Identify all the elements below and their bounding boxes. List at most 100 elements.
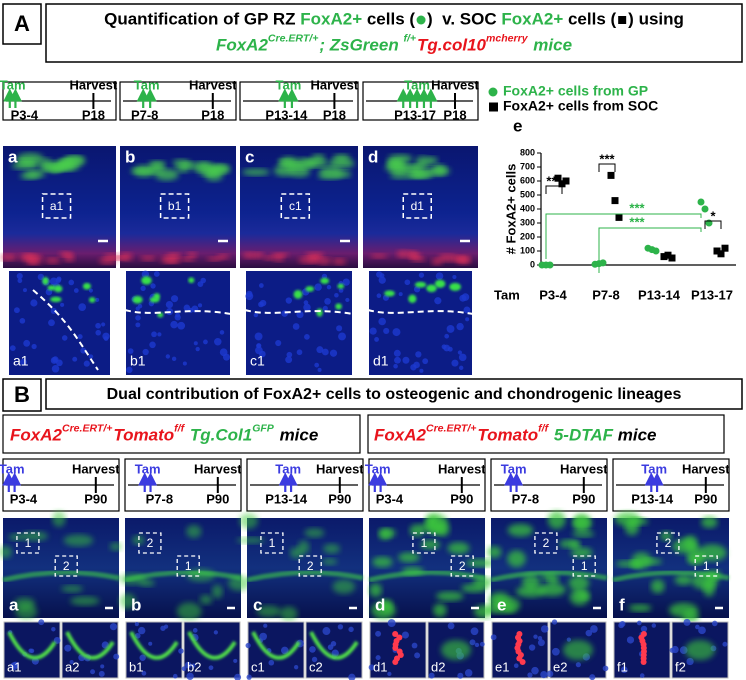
nucleus (566, 637, 571, 642)
text-run: mice (275, 425, 318, 444)
text-run: Quantification of GP RZ (104, 9, 300, 28)
nucleus (404, 279, 411, 286)
inset-marker-label: a1 (50, 199, 64, 213)
green-fiber (65, 631, 115, 660)
y-tick-label: 100 (520, 245, 535, 255)
green-signal (109, 542, 122, 551)
image-label: e (497, 595, 506, 614)
image-label: a (9, 595, 19, 614)
nucleus (329, 349, 338, 357)
inset-label: f2 (675, 659, 686, 674)
red-signal (206, 256, 223, 262)
text-line: FoxA2 Cre.ERT/+ Tomato f/f 5-DTAF mice (374, 423, 657, 445)
nucleus (456, 322, 464, 331)
nucleus (171, 356, 177, 362)
panel-label: e (513, 116, 522, 135)
green-signal (39, 158, 53, 171)
nucleus (490, 634, 497, 641)
nucleus (337, 624, 344, 630)
nucleus (60, 302, 65, 307)
panel-title: Dual contribution of FoxA2+ cells to ost… (107, 386, 682, 403)
green-signal (211, 584, 223, 599)
significance-bracket (598, 163, 616, 172)
green-signal (132, 535, 145, 545)
nucleus (29, 648, 35, 654)
nucleus (317, 367, 322, 372)
inset-marker-label: d1 (411, 199, 425, 213)
nucleus (311, 656, 318, 663)
image-label: f (619, 595, 625, 614)
green-signal (279, 606, 298, 621)
nucleus (316, 346, 324, 354)
green-signal (685, 640, 715, 660)
nucleus (382, 294, 389, 301)
title-box (45, 378, 743, 410)
green-signal (436, 591, 464, 601)
red-signal (98, 257, 117, 265)
y-tick-label: 600 (520, 175, 535, 185)
nucleus (479, 641, 485, 647)
nucleus (334, 292, 339, 298)
nucleus (695, 624, 700, 630)
green-signal (387, 160, 403, 169)
growth-plate-border (32, 289, 99, 371)
nucleus (394, 356, 401, 364)
inset-label: a1 (7, 659, 21, 674)
nucleus (428, 672, 435, 679)
inset-marker-label: 1 (581, 559, 588, 573)
nucleus (182, 361, 187, 366)
red-cell (519, 659, 526, 665)
nucleus (37, 273, 45, 281)
text-run: FoxA2 (10, 425, 63, 444)
red-signal (0, 254, 17, 261)
nucleus (322, 305, 328, 311)
nucleus (451, 359, 459, 367)
green-signal (573, 514, 590, 530)
nucleus (422, 358, 429, 365)
harvest-time: P18 (323, 107, 346, 122)
inset-marker (138, 532, 162, 554)
nucleus (101, 641, 109, 649)
inset-marker (534, 532, 558, 554)
inset-marker-label: 2 (543, 536, 550, 550)
data-point (668, 254, 676, 262)
label-box (2, 3, 42, 45)
nucleus (191, 663, 196, 668)
inset-marker (41, 193, 72, 219)
nucleus (200, 277, 206, 284)
nucleus (137, 626, 146, 635)
nucleus (314, 362, 320, 368)
y-tick-label: 700 (520, 161, 535, 171)
nucleus (170, 320, 178, 329)
nucleus (639, 673, 645, 678)
green-cell (54, 285, 63, 293)
green-signal (683, 535, 698, 550)
nucleus (19, 318, 26, 324)
red-cell (397, 652, 404, 658)
nucleus (589, 674, 596, 680)
x-tick-label: P7-8 (592, 287, 619, 302)
red-cell (640, 659, 647, 665)
green-signal (697, 544, 727, 562)
nucleus (447, 622, 455, 630)
inset-marker-label: 2 (147, 536, 154, 550)
significance-bracket (598, 227, 702, 273)
green-signal (133, 165, 155, 177)
nucleus (537, 639, 545, 647)
tam-label: Tam (641, 461, 667, 476)
data-point (664, 251, 672, 259)
text-run: Cre.ERT/+ (426, 423, 476, 435)
harvest-time: P18 (82, 107, 105, 122)
nucleus (458, 353, 467, 362)
red-cell (392, 631, 399, 637)
nucleus (203, 339, 208, 345)
nucleus (626, 636, 635, 644)
nucleus (331, 649, 339, 657)
green-cell (141, 276, 152, 285)
inset-marker (402, 193, 432, 219)
nucleus (141, 270, 150, 278)
nucleus (457, 350, 463, 355)
x-tick-label: P13-17 (691, 287, 733, 302)
green-signal (447, 542, 470, 555)
red-signal (186, 252, 198, 258)
